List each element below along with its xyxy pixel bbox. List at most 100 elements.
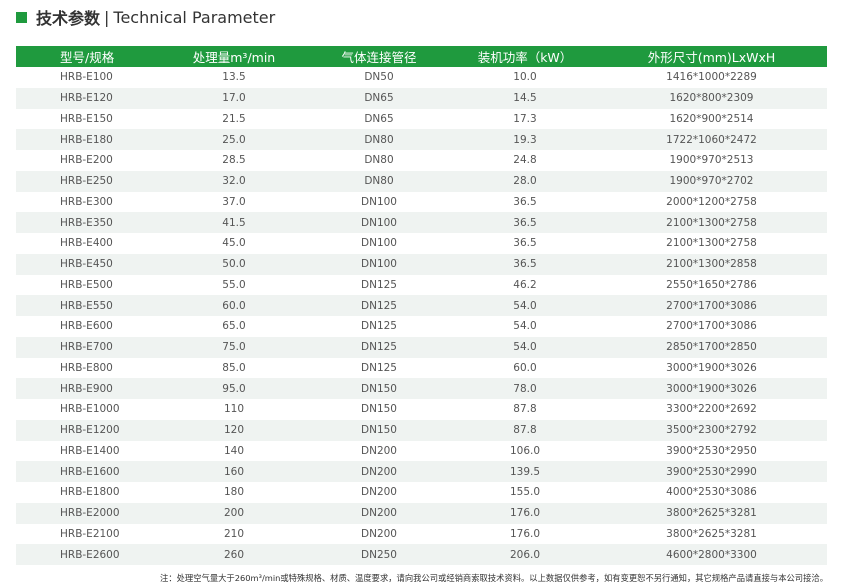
cell-power: 87.8 xyxy=(454,419,596,441)
cell-dimensions: 4600*2800*3300 xyxy=(596,544,827,565)
cell-model: HRB-E250 xyxy=(16,170,164,192)
cell-pipe-diameter: DN80 xyxy=(304,129,454,150)
cell-pipe-diameter: DN50 xyxy=(364,71,394,84)
table-row: HRB-E300 37.0 DN100 36.5 2000*1200*2758 xyxy=(16,192,827,213)
cell-pipe-diameter: DN200 xyxy=(361,444,397,457)
cell-dimensions: 1620*900*2514 xyxy=(669,112,754,125)
cell-pipe-diameter: DN150 xyxy=(304,378,454,399)
title-zh: 技术参数 xyxy=(36,9,101,28)
cell-pipe-diameter: DN80 xyxy=(304,170,454,192)
header-pipe-diameter: 气体连接管径 xyxy=(304,46,454,67)
table-row: HRB-E180 25.0 DN80 19.3 1722*1060*2472 xyxy=(16,129,827,150)
cell-dimensions: 4000*2530*3086 xyxy=(666,486,757,499)
cell-power: 10.0 xyxy=(513,71,537,84)
cell-pipe-diameter: DN200 xyxy=(361,527,397,540)
cell-power: 176.0 xyxy=(509,527,541,540)
cell-model: HRB-E1000 xyxy=(60,403,120,416)
cell-capacity: 65.0 xyxy=(222,320,246,333)
cell-power: 206.0 xyxy=(454,544,596,565)
cell-capacity: 260 xyxy=(164,544,304,565)
cell-dimensions: 1620*800*2309 xyxy=(596,87,827,109)
table-row: HRB-E1800 180 DN200 155.0 4000*2530*3086 xyxy=(16,482,827,503)
table-row: HRB-E900 95.0 DN150 78.0 3000*1900*3026 xyxy=(16,378,827,399)
cell-dimensions: 3300*2200*2692 xyxy=(666,403,757,416)
cell-power: 54.0 xyxy=(513,320,537,333)
cell-capacity: 95.0 xyxy=(164,378,304,399)
cell-power: 19.3 xyxy=(454,129,596,150)
table-row: HRB-E150 21.5 DN65 17.3 1620*900*2514 xyxy=(16,109,827,130)
table-row: HRB-E450 50.0 DN100 36.5 2100*1300*2858 xyxy=(16,253,827,275)
cell-dimensions: 1722*1060*2472 xyxy=(596,129,827,150)
cell-pipe-diameter: DN125 xyxy=(361,320,397,333)
cell-model: HRB-E550 xyxy=(16,295,164,316)
cell-pipe-diameter: DN200 xyxy=(304,461,454,482)
cell-capacity: 85.0 xyxy=(222,361,246,374)
cell-model: HRB-E150 xyxy=(60,112,113,125)
header-capacity: 处理量m³/min xyxy=(164,46,304,67)
table-row: HRB-E100 13.5 DN50 10.0 1416*1000*2289 xyxy=(16,67,827,88)
header-power: 装机功率（kW） xyxy=(454,46,596,67)
table-row: HRB-E200 28.5 DN80 24.8 1900*970*2513 xyxy=(16,150,827,171)
table-row: HRB-E250 32.0 DN80 28.0 1900*970*2702 xyxy=(16,170,827,192)
cell-dimensions: 3900*2530*2990 xyxy=(596,461,827,482)
cell-model: HRB-E200 xyxy=(60,154,113,167)
table-row: HRB-E700 75.0 DN125 54.0 2850*1700*2850 xyxy=(16,336,827,358)
title-separator: | xyxy=(104,7,110,27)
cell-model: HRB-E180 xyxy=(16,129,164,150)
table-row: HRB-E2100 210 DN200 176.0 3800*2625*3281 xyxy=(16,524,827,545)
cell-power: 60.0 xyxy=(513,361,537,374)
cell-capacity: 45.0 xyxy=(222,237,246,250)
cell-power: 28.0 xyxy=(454,170,596,192)
table-row: HRB-E550 60.0 DN125 54.0 2700*1700*3086 xyxy=(16,295,827,316)
table-row: HRB-E500 55.0 DN125 46.2 2550*1650*2786 xyxy=(16,275,827,296)
cell-dimensions: 3800*2625*3281 xyxy=(596,502,827,524)
table-header: 型号/规格 处理量m³/min 气体连接管径 装机功率（kW） 外形尺寸(mm)LxWx… xyxy=(16,46,827,67)
table-row: HRB-E350 41.5 DN100 36.5 2100*1300*2758 xyxy=(16,212,827,233)
table-row: HRB-E120 17.0 DN65 14.5 1620*800*2309 xyxy=(16,87,827,109)
cell-dimensions: 2700*1700*3086 xyxy=(596,295,827,316)
cell-power: 24.8 xyxy=(513,154,537,167)
cell-dimensions: 2100*1300*2758 xyxy=(596,212,827,233)
cell-model: HRB-E450 xyxy=(16,253,164,275)
cell-pipe-diameter: DN65 xyxy=(304,87,454,109)
cell-capacity: 32.0 xyxy=(164,170,304,192)
cell-capacity: 21.5 xyxy=(222,112,246,125)
cell-dimensions: 2700*1700*3086 xyxy=(666,320,757,333)
cell-capacity: 120 xyxy=(164,419,304,441)
cell-power: 54.0 xyxy=(454,336,596,358)
cell-dimensions: 1900*970*2513 xyxy=(669,154,754,167)
cell-pipe-diameter: DN65 xyxy=(364,112,394,125)
cell-pipe-diameter: DN125 xyxy=(361,278,397,291)
cell-power: 46.2 xyxy=(513,278,537,291)
cell-dimensions: 3500*2300*2792 xyxy=(596,419,827,441)
cell-model: HRB-E1400 xyxy=(60,444,120,457)
cell-model: HRB-E300 xyxy=(60,195,113,208)
cell-dimensions: 3900*2530*2950 xyxy=(666,444,757,457)
cell-model: HRB-E2000 xyxy=(16,502,164,524)
cell-dimensions: 3800*2625*3281 xyxy=(666,527,757,540)
cell-capacity: 41.5 xyxy=(164,212,304,233)
table-row: HRB-E600 65.0 DN125 54.0 2700*1700*3086 xyxy=(16,316,827,337)
cell-power: 87.8 xyxy=(513,403,537,416)
cell-pipe-diameter: DN150 xyxy=(304,419,454,441)
cell-capacity: 110 xyxy=(223,403,245,416)
cell-dimensions: 3000*1900*3026 xyxy=(596,378,827,399)
cell-power: 14.5 xyxy=(454,87,596,109)
cell-pipe-diameter: DN100 xyxy=(361,195,397,208)
cell-model: HRB-E1600 xyxy=(16,461,164,482)
cell-dimensions: 2550*1650*2786 xyxy=(666,278,757,291)
parameter-table: 型号/规格 处理量m³/min 气体连接管径 装机功率（kW） 外形尺寸(mm)LxWx… xyxy=(16,46,827,565)
cell-model: HRB-E1800 xyxy=(60,486,120,499)
cell-capacity: 140 xyxy=(223,444,245,457)
cell-pipe-diameter: DN80 xyxy=(364,154,394,167)
cell-model: HRB-E500 xyxy=(60,278,113,291)
cell-model: HRB-E2600 xyxy=(16,544,164,565)
table-row: HRB-E2000 200 DN200 176.0 3800*2625*3281 xyxy=(16,502,827,524)
cell-pipe-diameter: DN125 xyxy=(304,295,454,316)
cell-capacity: 37.0 xyxy=(222,195,246,208)
cell-power: 36.5 xyxy=(454,212,596,233)
footnote: 注：处理空气量大于260m³/min或特殊规格、材质、温度要求，请向我公司或经销… xyxy=(160,573,828,583)
cell-pipe-diameter: DN100 xyxy=(361,237,397,250)
table-row: HRB-E1200 120 DN150 87.8 3500*2300*2792 xyxy=(16,419,827,441)
cell-power: 78.0 xyxy=(454,378,596,399)
